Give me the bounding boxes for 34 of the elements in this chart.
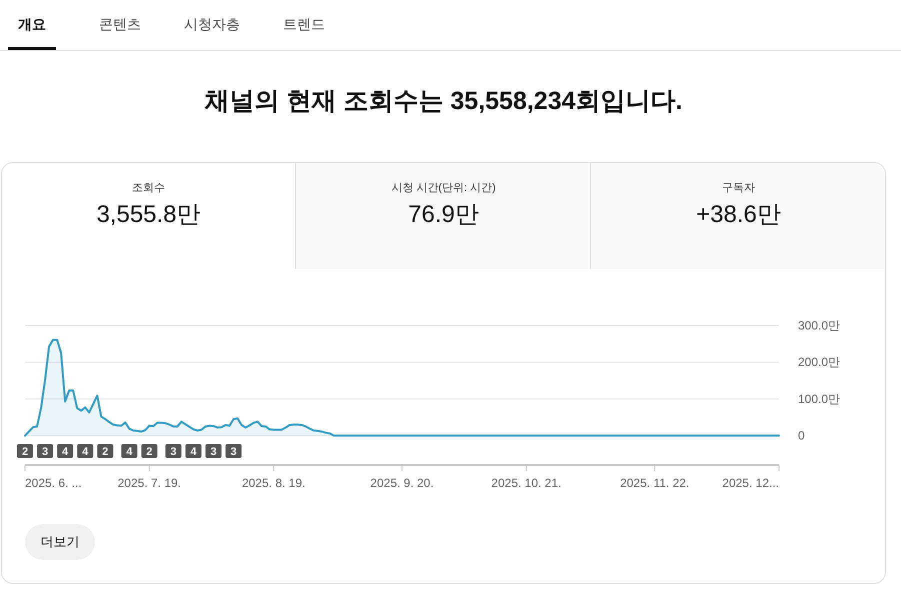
text: +38.6만 [695, 200, 782, 230]
text: 개요 [18, 16, 46, 34]
annotation: 3 [42, 446, 48, 458]
annotation: 2 [146, 446, 152, 458]
x-tick-label: 2025. 9. 20. [370, 476, 434, 490]
text: 더보기 [25, 524, 95, 560]
annotation: 4 [190, 446, 198, 458]
x-tick-label: 2025. 12... [722, 476, 779, 490]
x-tick-label: 2025. 11. 22. [620, 476, 690, 490]
x-tick-label: 2025. 6. ... [25, 476, 82, 490]
y-tick-label: 0 [798, 428, 805, 443]
annotation: 4 [126, 446, 134, 458]
x-tick-label: 2025. 7. 19. [118, 476, 182, 490]
y-tick-label: 300.0만 [798, 318, 840, 332]
text: 시청자층 [184, 16, 240, 34]
annotation: 2 [22, 446, 28, 458]
x-tick-label: 2025. 10. 21. [491, 476, 562, 490]
x-tick-label: 2025. 8. 19. [242, 476, 306, 490]
text: 콘텐츠 [99, 16, 141, 34]
text: 3,555.8만 [95, 200, 202, 230]
text: 조회수 [131, 181, 166, 195]
annotation: 3 [210, 446, 217, 458]
annotation: 3 [230, 446, 237, 458]
annotation: 2 [102, 446, 108, 458]
y-tick-label: 100.0만 [798, 392, 840, 406]
text: 트렌드 [283, 16, 325, 34]
y-tick-label: 200.0만 [798, 355, 840, 370]
text: 구독자 [721, 181, 756, 195]
text: 시청 시간(단위: 시간) [390, 181, 497, 195]
text: 채널의 현재 조회수는 35,558,234회입니다. [204, 86, 684, 117]
annotation: 3 [170, 446, 176, 458]
text: 76.9만 [407, 200, 480, 230]
annotation: 4 [62, 446, 70, 458]
annotation: 4 [82, 446, 90, 458]
